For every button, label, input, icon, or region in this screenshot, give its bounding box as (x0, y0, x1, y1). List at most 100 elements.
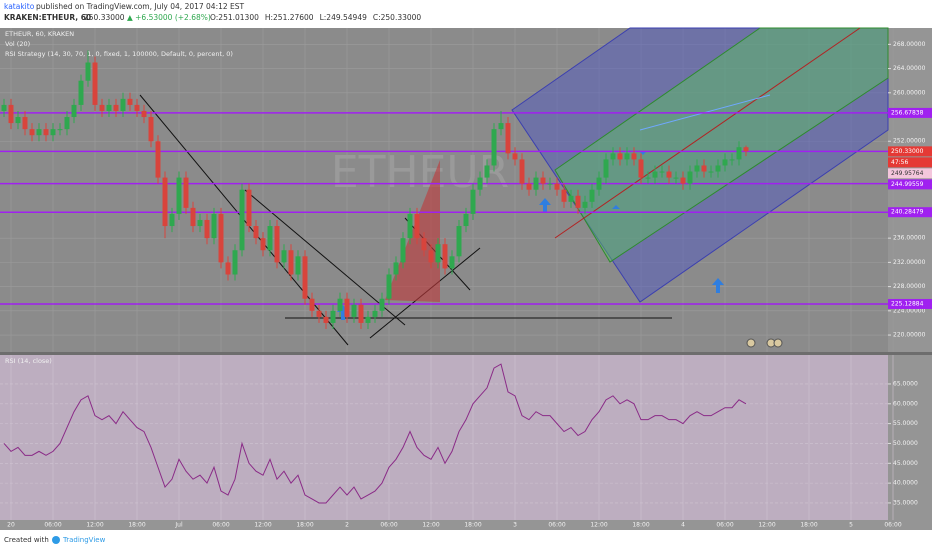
event-icon[interactable] (746, 338, 756, 348)
candle-body (512, 153, 518, 160)
brand-logo (52, 536, 60, 544)
candle-body (414, 213, 420, 239)
indicator-label: RSI Strategy (14, 30, 70, 1, 0, fixed, 1… (5, 50, 233, 58)
candle-body (8, 104, 14, 124)
candle-body (666, 171, 672, 178)
x-tick-label: 5 (849, 522, 853, 529)
candle-body (540, 177, 546, 184)
rsi-line (3, 363, 747, 504)
symbol: KRAKEN:ETHEUR, 60 (4, 13, 91, 22)
candle-body (295, 256, 301, 275)
candle-body (169, 213, 175, 227)
candle-body (302, 256, 308, 299)
candle-body (85, 62, 91, 81)
candle-body (589, 189, 595, 202)
candle-body (267, 226, 273, 251)
candle-body (743, 147, 749, 152)
ohlc: O:251.01300 H:251.27600 L:249.54949 C:250.3… (210, 13, 421, 22)
x-tick-label: 3 (513, 522, 517, 529)
ohlc-value: H:251.27600 (265, 13, 314, 22)
candle-body (162, 177, 168, 227)
author[interactable]: katakito (4, 2, 35, 11)
price-label-bg (888, 298, 932, 309)
candle-body (722, 159, 728, 166)
candle-body (57, 129, 63, 131)
candle-body (127, 98, 133, 105)
arrow-up (612, 205, 620, 209)
candle-body (435, 244, 441, 263)
candle-body (442, 244, 448, 269)
candle-body (106, 104, 112, 111)
candle-body (519, 159, 525, 184)
x-tick-label: 18:00 (632, 522, 649, 529)
candle-body (1, 104, 7, 111)
y-tick-label: 45.0000 (893, 460, 918, 467)
candle-body (386, 274, 392, 299)
price-label: 225.12884 (891, 300, 924, 307)
candle-body (204, 219, 210, 239)
event-icon[interactable] (773, 338, 783, 348)
price-pane (0, 28, 888, 352)
candle-body (274, 226, 280, 263)
candle-body (463, 213, 469, 227)
candle-body (638, 159, 644, 178)
pane-title: ETHEUR, 60, KRAKEN (5, 30, 74, 38)
candle-body (64, 117, 70, 130)
candle-body (358, 304, 364, 323)
candle-body (393, 262, 399, 275)
candle-body (43, 129, 49, 136)
footer-brand[interactable]: TradingView (62, 536, 106, 544)
price-label-bg (888, 157, 932, 168)
candle-body (561, 189, 567, 202)
candle-body (505, 123, 511, 154)
candle-body (211, 213, 217, 239)
footer-text: Created with (4, 536, 49, 544)
candle-body (15, 117, 21, 124)
price-label: 240.28479 (891, 209, 924, 216)
pitchfork-outer (511, 27, 889, 303)
candle-body (498, 123, 504, 130)
x-tick-label: 06:00 (548, 522, 565, 529)
candle-body (526, 183, 532, 190)
candle-body (232, 250, 238, 275)
y-tick-label: 60.0000 (893, 400, 918, 407)
candle-body (253, 226, 259, 239)
candle-body (708, 171, 714, 173)
candle-body (596, 177, 602, 190)
x-tick-label: Jul (174, 522, 183, 529)
price-label-bg (888, 107, 932, 118)
candle-body (610, 153, 616, 160)
watermark: ETHEUR (331, 147, 509, 198)
drawings (139, 27, 889, 348)
candle-body (176, 177, 182, 214)
y-tick-label: 264.00000 (893, 65, 926, 72)
rsi-pane (0, 355, 888, 520)
price: 250.33000 (84, 13, 125, 22)
candle-body (470, 189, 476, 214)
ohlc-value: C:250.33000 (373, 13, 422, 22)
pitchfork-median (554, 27, 861, 239)
candle-body (645, 177, 651, 179)
candle-body (680, 177, 686, 184)
candle-body (288, 250, 294, 275)
grid (0, 28, 894, 520)
candle-body (372, 310, 378, 317)
candle-body (673, 177, 679, 179)
marks (0, 50, 888, 504)
y-tick-label: 228.00000 (893, 283, 926, 290)
candle-body (281, 250, 287, 263)
x-tick-label: 4 (681, 522, 685, 529)
candle-body (309, 298, 315, 311)
y-tick-label: 260.00000 (893, 89, 926, 96)
candle-body (428, 250, 434, 263)
candle-body (631, 153, 637, 160)
candle-body (379, 298, 385, 311)
x-tick-label: 18:00 (296, 522, 313, 529)
ohlc-value: O:251.01300 (210, 13, 259, 22)
candle-body (148, 117, 154, 142)
x-tick-label: 06:00 (380, 522, 397, 529)
x-tick-label: 12:00 (758, 522, 775, 529)
candle-body (575, 195, 581, 208)
price-label-bg (888, 168, 932, 179)
candle-body (190, 207, 196, 227)
